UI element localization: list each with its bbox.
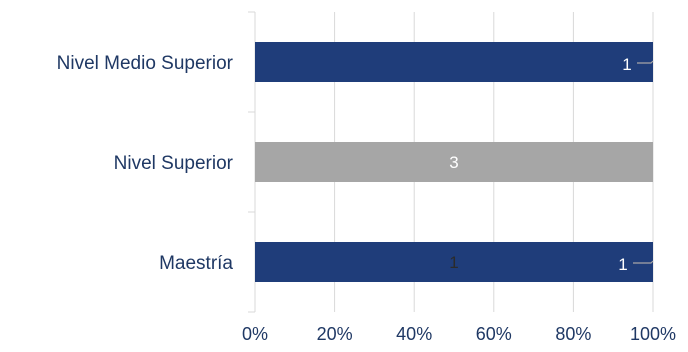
bar-segment [454, 242, 653, 282]
data-label: 1 [618, 255, 627, 274]
data-labels: 1 3 1 1 [449, 55, 654, 274]
leader-line [633, 260, 654, 264]
category-label: Maestría [159, 253, 233, 274]
bar-segment [255, 142, 653, 182]
bar-segment [255, 42, 653, 82]
data-label: 1 [449, 253, 458, 272]
leader-line [637, 60, 654, 64]
data-label: 1 [622, 55, 631, 74]
x-tick-label: 80% [555, 324, 591, 344]
bars [255, 42, 653, 282]
x-tick-label: 20% [317, 324, 353, 344]
x-tick-labels: 0% 20% 40% 60% 80% 100% [242, 324, 676, 344]
x-tick-label: 60% [476, 324, 512, 344]
x-tick-label: 100% [630, 324, 676, 344]
x-tick-label: 0% [242, 324, 268, 344]
y-axis [248, 11, 256, 313]
bar-segment [255, 242, 454, 282]
category-labels: Nivel Medio Superior Nivel Superior Maestr… [57, 53, 234, 274]
category-label: Nivel Medio Superior [57, 53, 234, 74]
x-tick-label: 40% [396, 324, 432, 344]
data-label: 3 [449, 153, 458, 172]
category-label: Nivel Superior [114, 153, 234, 174]
